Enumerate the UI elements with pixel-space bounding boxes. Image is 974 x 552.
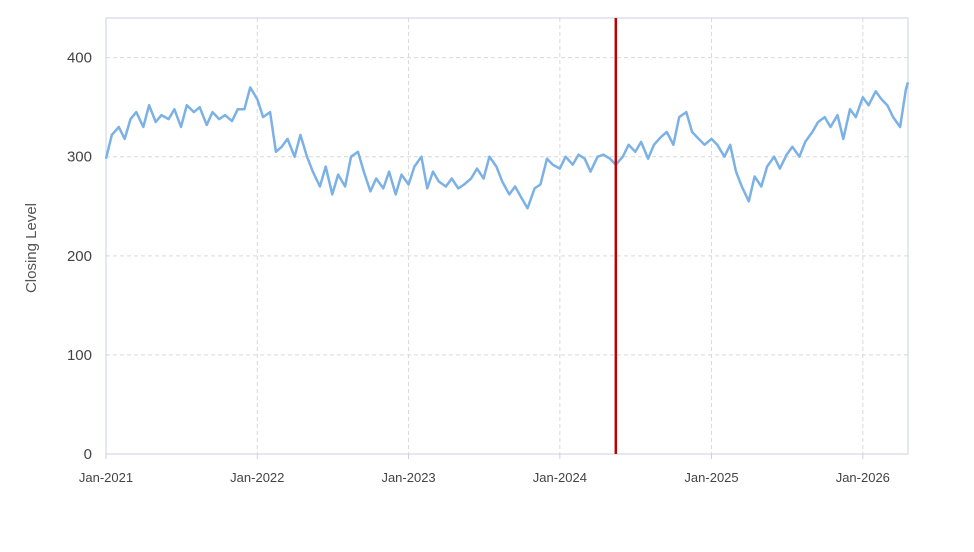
- y-tick-label: 0: [84, 446, 92, 463]
- x-tick-label: Jan-2021: [79, 470, 133, 485]
- x-axis-ticks: Jan-2021 Jan-2022 Jan-2023 Jan-2024 Jan-2025…: [79, 454, 890, 485]
- x-tick-label: Jan-2023: [381, 470, 435, 485]
- y-axis-label: Closing Level: [23, 203, 40, 293]
- plot-frame: [105, 17, 909, 455]
- y-tick-label: 400: [67, 50, 92, 67]
- axes: [105, 17, 909, 455]
- x-tick-label: Jan-2022: [230, 470, 284, 485]
- x-tick-label: Jan-2026: [836, 470, 890, 485]
- series-layer: [104, 82, 910, 210]
- y-tick-label: 100: [67, 347, 92, 364]
- series-line-closing-level: [104, 82, 910, 210]
- y-tick-label: 200: [67, 248, 92, 265]
- y-tick-label: 300: [67, 149, 92, 166]
- x-tick-label: Jan-2024: [533, 470, 587, 485]
- grid: [106, 18, 908, 454]
- x-tick-label: Jan-2025: [684, 470, 738, 485]
- y-axis-ticks: 0 100 200 300 400: [67, 50, 92, 463]
